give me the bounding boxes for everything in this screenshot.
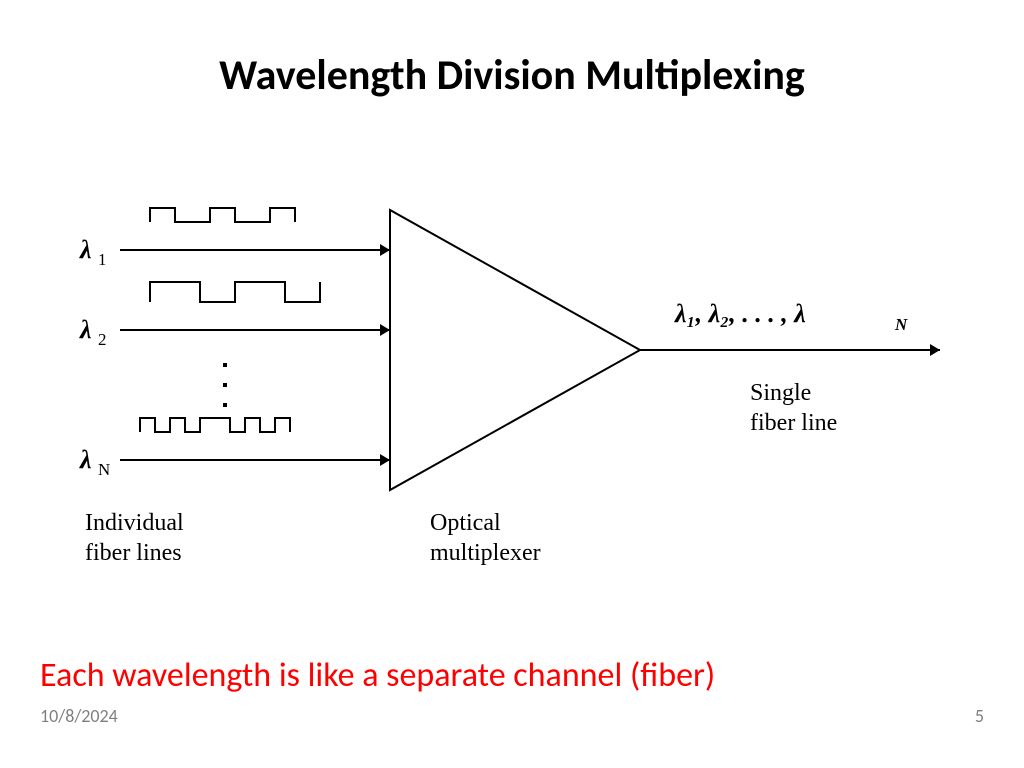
- svg-text:Optical: Optical: [430, 510, 501, 536]
- svg-text:fiber line: fiber line: [750, 410, 837, 436]
- svg-text:Individual: Individual: [85, 510, 184, 536]
- slide: Wavelength Division Multiplexing λ1λ2λNλ…: [0, 0, 1024, 768]
- svg-text:Single: Single: [750, 380, 811, 406]
- svg-text:fiber lines: fiber lines: [85, 540, 182, 566]
- svg-text:λ₁, λ₂, . . . , λ: λ₁, λ₂, . . . , λ: [674, 299, 806, 328]
- slide-title: Wavelength Division Multiplexing: [0, 50, 1024, 101]
- svg-text:λ: λ: [79, 445, 92, 474]
- svg-text:1: 1: [98, 250, 106, 269]
- svg-text:λ: λ: [79, 315, 92, 344]
- svg-text:N: N: [894, 315, 908, 334]
- svg-text:2: 2: [98, 330, 106, 349]
- svg-text:λ: λ: [79, 235, 92, 264]
- wdm-diagram: λ1λ2λNλ₁, λ₂, . . . , λNSinglefiber line…: [60, 160, 960, 590]
- caption-text: Each wavelength is like a separate chann…: [40, 655, 715, 696]
- svg-text:N: N: [98, 460, 110, 479]
- svg-text:multiplexer: multiplexer: [430, 540, 541, 566]
- footer-date: 10/8/2024: [40, 705, 118, 727]
- footer-page: 5: [975, 705, 984, 727]
